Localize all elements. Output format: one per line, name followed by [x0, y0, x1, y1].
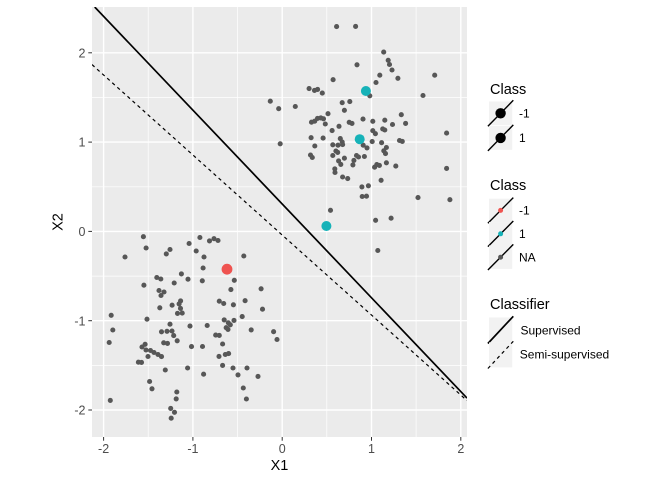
- svg-text:Classifier: Classifier: [490, 297, 550, 313]
- svg-text:2: 2: [79, 46, 86, 60]
- svg-text:NA: NA: [519, 251, 536, 265]
- svg-text:-1: -1: [74, 314, 85, 328]
- svg-text:Class: Class: [490, 178, 526, 194]
- svg-text:Class: Class: [490, 82, 526, 98]
- svg-text:-1: -1: [187, 442, 198, 456]
- svg-text:1: 1: [519, 131, 526, 145]
- svg-text:0: 0: [279, 442, 286, 456]
- svg-text:-1: -1: [519, 204, 530, 218]
- svg-text:Semi-supervised: Semi-supervised: [520, 348, 609, 362]
- svg-text:1: 1: [368, 442, 375, 456]
- svg-text:-2: -2: [98, 442, 109, 456]
- svg-text:-2: -2: [74, 404, 85, 418]
- svg-text:1: 1: [519, 227, 526, 241]
- svg-text:-1: -1: [519, 107, 530, 121]
- svg-text:0: 0: [79, 225, 86, 239]
- svg-text:Supervised: Supervised: [521, 323, 581, 337]
- svg-text:X1: X1: [271, 458, 289, 474]
- svg-text:X2: X2: [51, 213, 67, 231]
- svg-text:1: 1: [79, 136, 86, 150]
- svg-text:2: 2: [457, 442, 464, 456]
